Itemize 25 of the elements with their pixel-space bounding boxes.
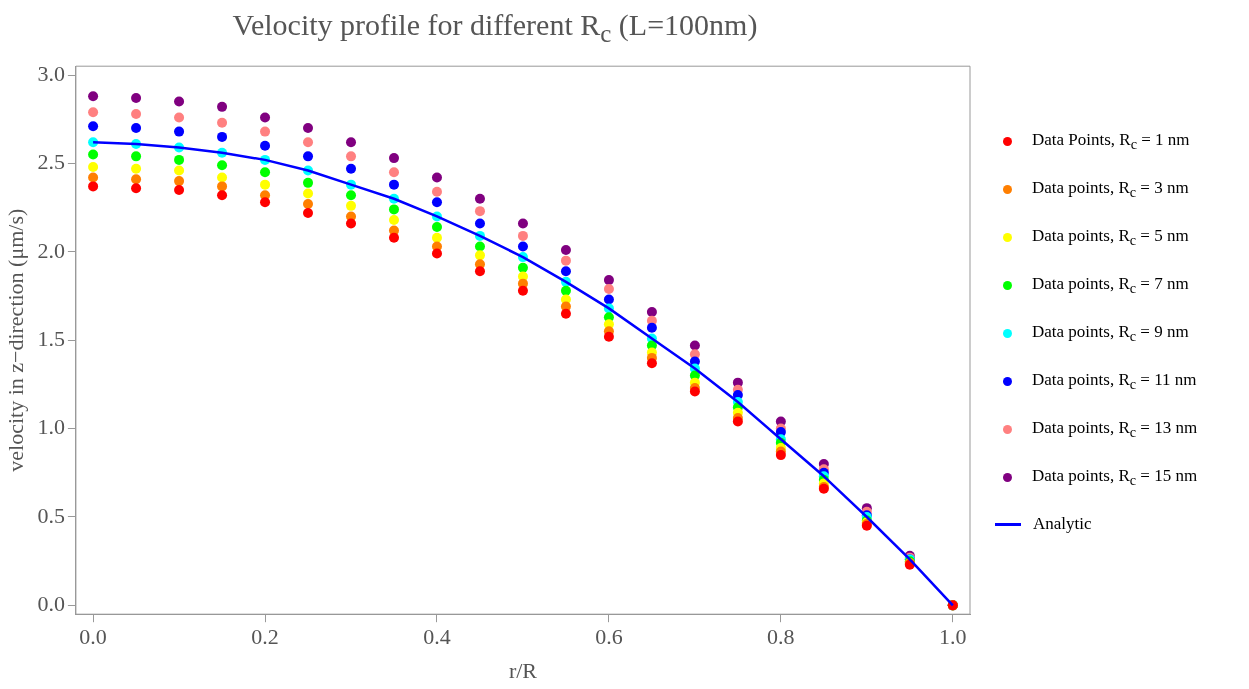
x-tick-label: 0.0 [79,624,107,650]
legend-label: Data points, R$_{c}$ = 7 nm [1032,274,1189,298]
y-tick-label: 1.0 [37,414,65,440]
y-tick-label: 0.0 [37,591,65,617]
legend-label: Data points, R$_{c}$ = 9 nm [1032,322,1189,346]
x-tick-label: 1.0 [939,624,967,650]
legend-label: Analytic [1033,514,1092,534]
x-tick-label: 0.8 [767,624,795,650]
y-tick-label: 2.0 [37,237,65,263]
legend-label: Data Points, R$_{c}$ = 1 nm [1032,130,1190,154]
x-tick-label: 0.2 [251,624,279,650]
legend-label: Data points, R$_{c}$ = 3 nm [1032,178,1189,202]
legend-label: Data points, R$_{c}$ = 5 nm [1032,226,1189,250]
legend-label: Data points, R$_{c}$ = 13 nm [1032,418,1198,442]
y-tick-label: 0.5 [37,502,65,528]
legend-label: Data points, R$_{c}$ = 11 nm [1032,370,1197,394]
y-tick-label: 1.5 [37,325,65,351]
legend-label: Data points, R$_{c}$ = 15 nm [1032,466,1198,490]
chart-title: Velocity profile for different R$_{c}$ (L=100nm) [231,8,759,48]
x-tick-label: 0.6 [595,624,623,650]
y-axis-title: velocity in z−direction (μm/s) [2,208,28,472]
x-axis-title: r/R [508,657,538,683]
x-tick-label: 0.4 [423,624,451,650]
y-tick-label: 3.0 [37,60,65,86]
y-tick-label: 2.5 [37,149,65,175]
